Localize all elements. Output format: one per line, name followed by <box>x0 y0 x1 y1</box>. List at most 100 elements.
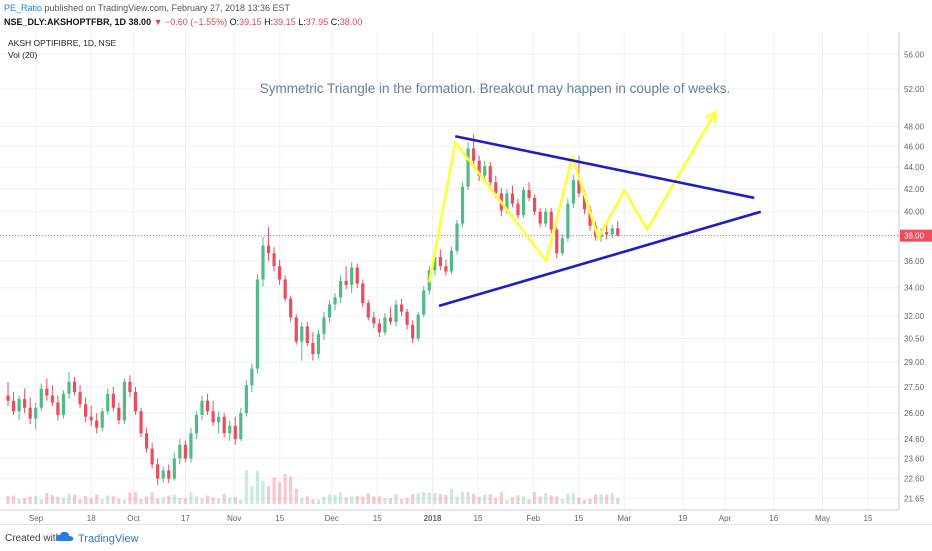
time-tick-label: 15 <box>275 514 284 523</box>
candle-body <box>167 470 171 479</box>
candle-body <box>17 398 21 412</box>
volume-bar <box>477 496 481 504</box>
volume-bar <box>338 492 343 504</box>
volume-bar <box>300 498 304 504</box>
candle-body <box>399 304 404 312</box>
publisher-line: PE_Ratio published on TradingView.com, F… <box>4 3 290 13</box>
candle-body <box>139 411 143 434</box>
volume-bar <box>449 488 454 504</box>
volume-bar <box>34 495 38 504</box>
candle-body <box>610 228 614 235</box>
projection-path <box>428 111 717 283</box>
candle-body <box>39 388 43 408</box>
time-tick-label: Dec <box>325 514 339 523</box>
volume-bar <box>222 493 226 504</box>
candle-body <box>178 444 182 459</box>
volume-bar <box>289 476 293 504</box>
price-tick-label: 36.00 <box>904 257 925 266</box>
low-value: 37.95 <box>305 17 329 27</box>
time-tick-label: 19 <box>678 514 687 523</box>
volume-bar <box>194 496 199 504</box>
candle-body <box>67 381 71 394</box>
high-value: 39.15 <box>273 17 296 27</box>
candle-body <box>156 464 160 479</box>
price-axis-background <box>899 32 932 510</box>
instrument-legend: AKSH OPTIFIBRE, 1D, NSE <box>8 38 116 48</box>
candle-body <box>472 148 476 161</box>
candle-body <box>133 392 138 412</box>
candle-body <box>72 381 77 393</box>
volume-bar <box>577 497 581 504</box>
candle-body <box>95 420 99 428</box>
volume-bar <box>616 498 620 504</box>
time-tick-label: 15 <box>373 514 382 523</box>
volume-bar <box>599 494 603 504</box>
candle-body <box>45 388 49 396</box>
volume-legend: Vol (20) <box>8 50 37 60</box>
price-tick-label: 48.00 <box>904 122 925 131</box>
volume-bar <box>505 499 509 504</box>
volume-bar <box>466 491 470 504</box>
volume-bar <box>366 493 370 504</box>
candle-body <box>466 148 470 187</box>
volume-bar <box>283 473 287 504</box>
price-tick-label: 46.00 <box>904 142 925 151</box>
candle-body <box>228 425 232 434</box>
candle-body <box>533 197 537 212</box>
volume-bar <box>588 498 592 504</box>
volume-bar <box>333 494 337 504</box>
volume-bar <box>161 496 165 504</box>
open-value: 39.15 <box>239 17 262 27</box>
volume-bar <box>111 496 115 504</box>
volume-bar <box>294 488 298 504</box>
open-label: O: <box>229 17 240 27</box>
footer: Created with TradingView <box>0 524 932 551</box>
candle-body <box>78 392 82 405</box>
candle-body <box>100 411 104 428</box>
high-label: H: <box>264 17 274 27</box>
candle-body <box>505 193 509 211</box>
candle-body <box>433 257 437 271</box>
candle-body <box>255 279 260 369</box>
volume-bar <box>533 492 537 504</box>
volume-bar <box>89 498 93 504</box>
volume-bar <box>499 492 503 504</box>
price-axis[interactable]: 21.65 22.60 23.60 24.60 26.00 27.50 29.00 30.50… <box>904 50 925 503</box>
candle-body <box>377 323 381 333</box>
time-tick-label: 17 <box>181 514 190 523</box>
low-label: L: <box>298 17 306 27</box>
volume-bar <box>605 494 609 504</box>
volume-bar <box>239 499 243 504</box>
time-axis[interactable]: Sep 18 Oct 17 Nov 15 Dec 15 2018 15 Feb 15 Mar 19 Apr 1… <box>29 514 873 523</box>
volume-bar <box>205 495 210 504</box>
candle-body <box>411 324 415 339</box>
candle-body <box>6 395 10 401</box>
candle-body <box>278 266 282 280</box>
volume-bar <box>427 492 431 504</box>
volume-bar <box>350 496 354 504</box>
close-label: C: <box>330 17 340 27</box>
candle-body <box>438 257 442 267</box>
volume-bar <box>327 494 332 504</box>
volume-bar <box>383 497 387 504</box>
candle-body <box>571 180 576 204</box>
volume-bar <box>266 486 271 504</box>
tradingview-brand-link[interactable]: TradingView <box>78 533 139 545</box>
candle-body <box>89 416 93 421</box>
price-chart[interactable]: Symmetric Triangle in the formation. Bre… <box>0 32 932 524</box>
publisher-user-link[interactable]: PE_Ratio <box>4 3 43 13</box>
volume-bar <box>272 477 276 504</box>
candle-body <box>217 416 221 423</box>
price-tick-label: 22.60 <box>904 475 925 484</box>
price-tick-label: 26.00 <box>904 409 925 418</box>
time-tick-label: Feb <box>526 514 540 523</box>
volume-bar <box>516 495 520 504</box>
volume-bar <box>228 497 232 504</box>
candle-body <box>477 160 481 176</box>
candle-body <box>460 186 465 224</box>
time-tick-label: Apr <box>719 514 732 523</box>
volume-bar <box>150 492 154 504</box>
volume-bar <box>560 498 564 504</box>
volume-bar <box>610 493 614 504</box>
time-tick-label: Mar <box>617 514 631 523</box>
